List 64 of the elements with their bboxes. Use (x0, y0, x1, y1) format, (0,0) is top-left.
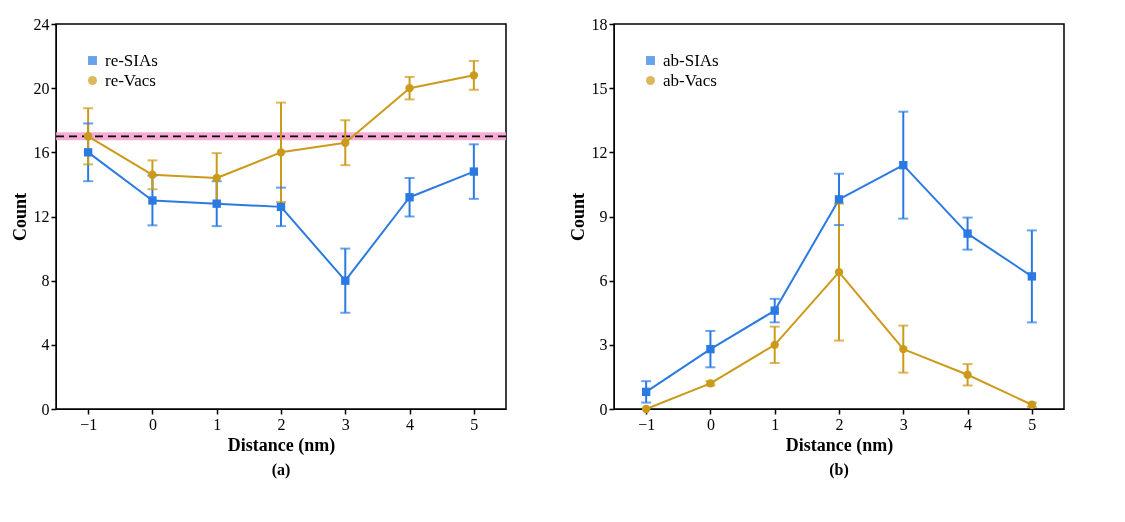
y-tick-label: 20 (33, 79, 50, 97)
point (770, 306, 779, 315)
point (276, 202, 286, 212)
y-tick-label: 8 (41, 272, 50, 290)
text: (a) (271, 461, 291, 479)
point (1027, 272, 1037, 281)
x-tick-label: 4 (964, 415, 973, 433)
y-tick-label: 6 (599, 272, 608, 290)
x-tick-label: 5 (1028, 415, 1037, 433)
y-tick-label: 15 (591, 79, 608, 97)
y-tick-label: 12 (33, 208, 50, 225)
x-axis-title: Distance (nm) (227, 434, 336, 456)
point (341, 138, 350, 147)
point (83, 132, 93, 141)
point (212, 199, 221, 208)
point (834, 195, 844, 204)
x-tick-label: 0 (148, 415, 157, 433)
y-tick-label: 0 (41, 400, 50, 418)
y-tick-label: 0 (599, 400, 608, 418)
point (834, 267, 844, 277)
x-tick-label: 5 (470, 415, 479, 433)
point (469, 167, 479, 176)
y-tick-label: 3 (599, 336, 608, 354)
y-tick-label: 9 (599, 208, 608, 225)
y-tick-label: 18 (591, 15, 608, 33)
point (963, 229, 972, 238)
point (641, 404, 651, 414)
x-tick-label: 1 (213, 415, 222, 433)
point (83, 148, 93, 157)
x-tick-label: 4 (406, 415, 415, 433)
x-tick-label: 3 (341, 415, 350, 433)
point (899, 160, 908, 170)
y-tick-label: 4 (41, 336, 50, 354)
x-tick-label: 3 (899, 415, 908, 433)
point (341, 276, 350, 285)
x-tick-label: 1 (771, 415, 780, 433)
x-tick-label: 2 (835, 415, 844, 433)
y-tick-label: 16 (33, 143, 50, 161)
point (963, 370, 972, 379)
x-tick-label: 0 (706, 415, 715, 433)
legend-label: re-SIAs (105, 50, 158, 70)
point (212, 173, 221, 183)
y-tick-label: 12 (591, 143, 608, 161)
y-axis-title: Count (567, 192, 588, 242)
point (148, 170, 157, 179)
point (899, 344, 908, 354)
x-tick-label: −1 (80, 415, 98, 433)
point (405, 83, 414, 93)
legend-label: re-Vacs (105, 70, 156, 90)
legend-label: ab-Vacs (663, 70, 717, 90)
point (469, 71, 479, 80)
y-tick-label: 24 (33, 15, 50, 33)
x-tick-label: 2 (277, 415, 286, 433)
point (276, 148, 286, 157)
point (770, 340, 779, 350)
y-axis-title: Count (9, 192, 30, 242)
x-tick-label: −1 (638, 415, 656, 433)
point (405, 193, 414, 202)
x-axis-title: Distance (nm) (785, 434, 894, 456)
point (641, 387, 651, 397)
point (148, 196, 157, 205)
point (706, 344, 715, 354)
legend-label: ab-SIAs (663, 50, 719, 70)
text: (b) (829, 461, 849, 479)
